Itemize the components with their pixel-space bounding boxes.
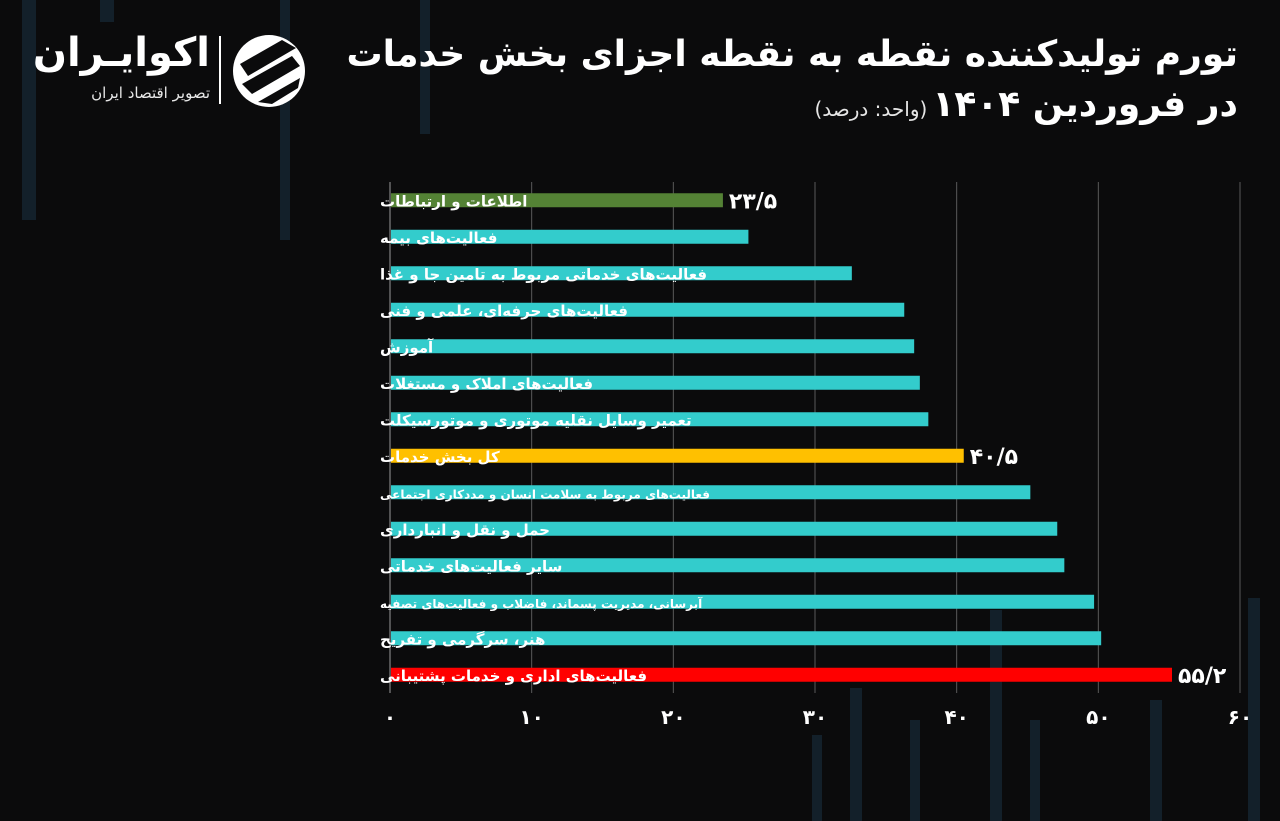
- bar-10: [391, 521, 1058, 536]
- bar-4: [391, 302, 905, 317]
- ecoiran-logo-icon: [233, 35, 305, 107]
- category-label: آبرسانی، مدیریت پسماند، فاضلاب و فعالیت‌…: [380, 596, 703, 612]
- category-label: سایر فعالیت‌های خدماتی: [380, 557, 562, 575]
- background-candle: [1248, 598, 1260, 821]
- category-label: هنر، سرگرمی و تفریح: [380, 630, 545, 648]
- data-label: ۵۵/۲: [1178, 664, 1227, 689]
- bar-8: [391, 448, 964, 463]
- bar-2: [391, 229, 749, 244]
- category-label: آموزش: [380, 338, 434, 356]
- bar-5: [391, 339, 915, 354]
- category-label: فعالیت‌های اداری و خدمات پشتیبانی: [380, 667, 647, 686]
- category-label: فعالیت‌های حرفه‌ای، علمی و فنی: [380, 302, 628, 320]
- chart-title: تورم تولیدکننده نقطه به نقطه اجزای بخش خ…: [346, 34, 1239, 75]
- background-candle: [22, 0, 36, 220]
- category-label: فعالیت‌های خدماتی مربوط به تامین جا و غذ…: [380, 265, 707, 283]
- bar-14: [391, 667, 1172, 682]
- category-label: فعالیت‌های مربوط به سلامت انسان و مددکار…: [380, 487, 710, 502]
- category-label: فعالیت‌های املاک و مستغلات: [380, 375, 593, 393]
- bar-9: [391, 485, 1031, 500]
- bar-7: [391, 412, 929, 427]
- subtitle-date: در فروردین ۱۴۰۴: [932, 84, 1238, 125]
- background-candle: [100, 0, 114, 22]
- brand-name: اکوایـران: [32, 30, 210, 76]
- category-label: حمل و نقل و انبارداری: [380, 521, 550, 539]
- x-tick-label: ۴۰: [944, 705, 968, 729]
- subtitle-unit: (واحد: درصد): [814, 97, 928, 121]
- x-tick-label: ۱۰: [519, 705, 543, 729]
- bar-3: [391, 266, 852, 281]
- bar-1: [391, 193, 723, 208]
- background-candle: [1030, 720, 1040, 821]
- x-tick-label: ۶۰: [1228, 705, 1252, 729]
- background-candle: [1150, 700, 1162, 821]
- bar-12: [391, 594, 1095, 609]
- bar-13: [391, 631, 1102, 646]
- brand-tagline: تصویر اقتصاد ایران: [91, 84, 210, 102]
- x-tick-label: ۲۰: [661, 705, 685, 729]
- logo-separator: [219, 36, 221, 104]
- category-label: کل بخش خدمات: [380, 448, 500, 466]
- category-label: اطلاعات و ارتباطات: [380, 192, 527, 210]
- category-label: تعمیر وسایل نقلیه موتوری و موتورسیکلت: [380, 411, 692, 429]
- data-label: ۴۰/۵: [970, 445, 1018, 470]
- data-label: ۲۳/۵: [729, 189, 777, 214]
- background-candle: [280, 0, 290, 240]
- chart-subtitle: در فروردین ۱۴۰۴ (واحد: درصد): [814, 84, 1238, 125]
- category-label: فعالیت‌های بیمه: [380, 229, 497, 247]
- x-tick-label: ۵۰: [1086, 705, 1110, 729]
- background-candle: [990, 610, 1002, 821]
- background-candle: [850, 688, 862, 821]
- x-tick-label: ۳۰: [803, 705, 827, 729]
- bar-6: [391, 375, 920, 390]
- x-tick-label: ۰: [384, 705, 396, 729]
- bar-11: [391, 558, 1065, 573]
- background-candle: [910, 720, 920, 821]
- background-candle: [420, 0, 430, 134]
- background-candle: [812, 735, 822, 821]
